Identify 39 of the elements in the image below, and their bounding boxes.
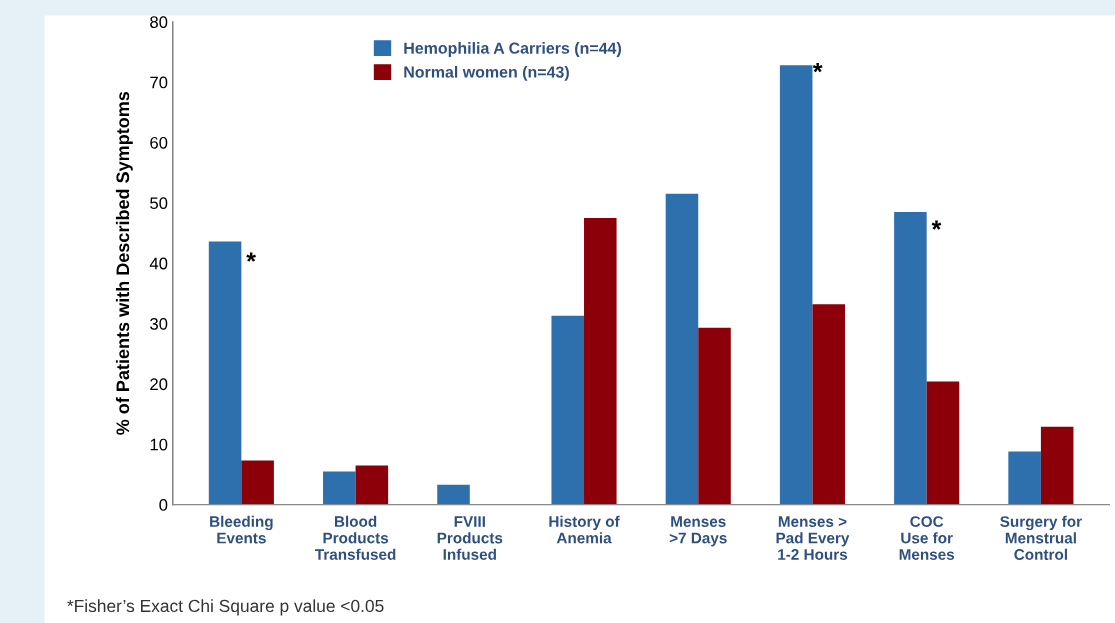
annotation: * [246, 252, 256, 262]
x-tick-label: FVIII Products Infused [437, 516, 503, 560]
x-tick-label: Bleeding Events [210, 515, 273, 544]
bar [926, 381, 960, 505]
annotation: * [812, 62, 823, 73]
y-tick-label: 60 [150, 136, 168, 149]
text: *Fisher’s Exact Chi Square p value <0.05 [67, 599, 384, 616]
bar [894, 211, 927, 505]
annotation: * [931, 220, 942, 230]
legend-label: Normal women (n=43) [404, 65, 569, 81]
x-tick-label: Menses >7 Days [669, 516, 727, 547]
x-tick-label: History of Anemia [549, 515, 620, 544]
bar [437, 484, 470, 505]
legend-label: Hemophilia A Carriers (n=44) [404, 42, 621, 57]
bar [779, 65, 813, 505]
x-tick-label: Blood Products Transfused [315, 515, 396, 560]
y-axis-title: % of Patients with Described Symptoms [115, 91, 133, 435]
bar [323, 471, 356, 505]
bar [355, 465, 389, 505]
y-tick-label: 30 [150, 317, 168, 330]
y-tick-label: 10 [150, 438, 168, 451]
bar [241, 460, 274, 505]
y-tick-label: 70 [150, 76, 168, 89]
y-tick-label: 0 [159, 499, 168, 511]
bar [1008, 451, 1041, 505]
bar [208, 241, 242, 505]
bar [698, 327, 731, 505]
y-tick-label: 40 [149, 257, 168, 270]
y-tick-label: 80 [150, 16, 168, 29]
bar [551, 315, 585, 505]
x-tick-label: Menses > Pad Every 1-2 Hours [776, 516, 850, 560]
x-tick-label: Surgery for Menstrual Control [1000, 515, 1082, 560]
x-tick-label: COC Use for Menses [899, 516, 955, 560]
bar [812, 304, 846, 505]
bar [1040, 426, 1074, 505]
y-tick-label: 50 [150, 197, 168, 210]
y-tick-label: 20 [150, 378, 168, 391]
bar [665, 193, 699, 505]
bar [584, 217, 617, 505]
